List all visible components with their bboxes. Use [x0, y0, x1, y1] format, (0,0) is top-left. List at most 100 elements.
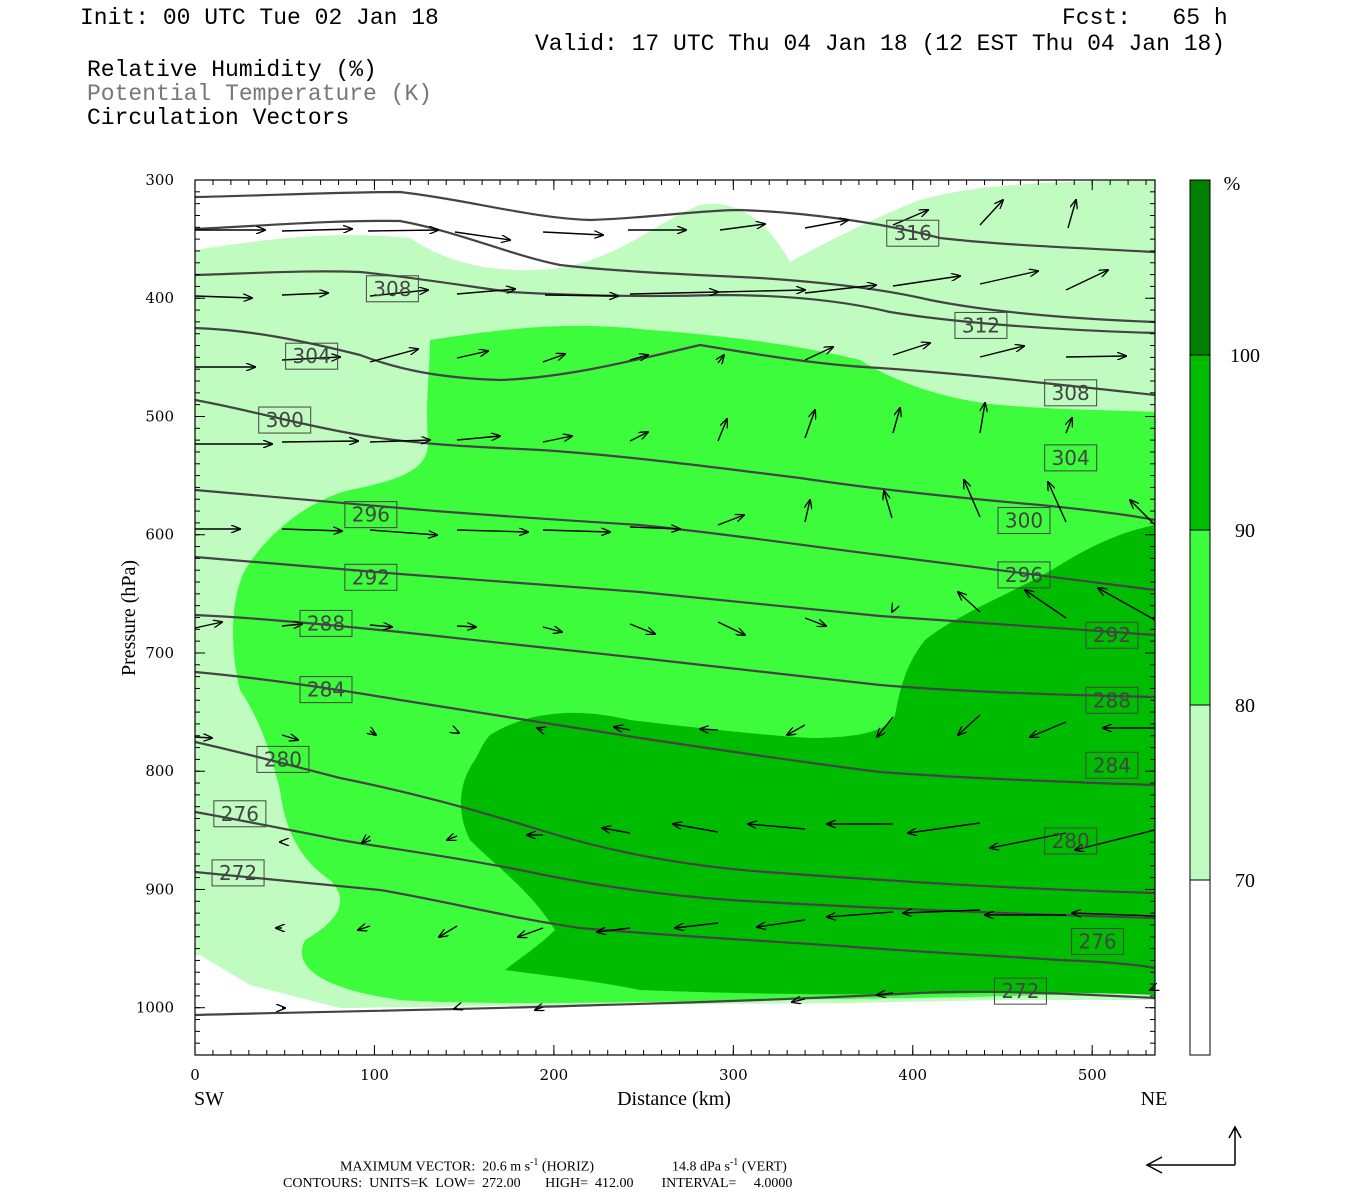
colorbar-level-label: 90 — [1235, 520, 1255, 542]
theta-contour-label: 280 — [1044, 827, 1098, 855]
contour-label-box — [213, 800, 267, 828]
circulation-vector — [358, 926, 371, 930]
circulation-vector — [597, 928, 631, 932]
circulation-vector — [281, 529, 342, 531]
circulation-vector — [884, 491, 893, 519]
contour-label-text: 272 — [219, 861, 257, 885]
x-tick-labels: 0 100 200 300 400 500 — [190, 1066, 1106, 1084]
contour-label-text: 288 — [1093, 688, 1131, 712]
contour-label-box — [1071, 927, 1125, 955]
x-tick-label: 100 — [360, 1066, 389, 1084]
max-vector-vert-value: 14.8 dPa s — [672, 1159, 730, 1175]
contour-label-box — [299, 609, 353, 637]
contour-label-box — [258, 406, 312, 434]
contour-label-box — [1085, 686, 1139, 714]
circulation-vector — [281, 441, 358, 442]
theta-contour-label: 308 — [1044, 379, 1098, 407]
colorbar-segment-90 — [1190, 355, 1210, 530]
colorbar-level-label: 80 — [1235, 695, 1255, 717]
max-vector-vert-label: (VERT) — [738, 1159, 787, 1175]
circulation-vector — [787, 724, 806, 735]
circulation-vector — [369, 349, 418, 363]
circulation-vector — [804, 617, 826, 626]
contour-label-text: 296 — [1005, 563, 1043, 587]
y-tick-label: 900 — [145, 880, 174, 898]
contour-label-box — [344, 563, 398, 591]
circulation-vector — [456, 436, 500, 440]
circulation-vector — [979, 271, 1038, 285]
legend-circulation-vectors: Circulation Vectors — [87, 105, 350, 131]
circulation-vector — [804, 410, 815, 439]
theta-contour-label: 292 — [1085, 621, 1139, 649]
circulation-vector — [542, 232, 603, 235]
circulation-vector — [964, 480, 981, 518]
y-tick-label: 400 — [145, 289, 174, 307]
circulation-vector — [447, 836, 458, 840]
contour-label-text: 300 — [1005, 509, 1043, 533]
circulation-vector — [1098, 588, 1156, 621]
contour-label-text: 276 — [221, 802, 259, 826]
reference-vector-icon — [1145, 1125, 1242, 1174]
rh-fill-layer — [195, 180, 1155, 1055]
theta-contour-label: 316 — [886, 219, 940, 247]
theta-contour-label: 296 — [997, 561, 1051, 589]
contour-label-box — [1044, 827, 1098, 855]
x-right-endpoint-label: NE — [1141, 1088, 1168, 1110]
theta-contour-line — [195, 326, 1155, 397]
theta-contour-line — [195, 740, 1155, 895]
circulation-vector — [1072, 913, 1156, 916]
circulation-vector — [792, 999, 806, 1002]
circulation-vector — [700, 729, 719, 730]
circulation-vector — [719, 224, 765, 231]
circulation-vector — [958, 592, 981, 613]
theta-contour-line — [195, 270, 1155, 335]
theta-contour-label: 272 — [211, 859, 265, 887]
contour-label-box — [211, 859, 265, 887]
circulation-vector — [281, 735, 298, 740]
contour-label-box — [285, 342, 339, 370]
circulation-vector — [542, 530, 610, 532]
circulation-vector — [1066, 418, 1072, 434]
legend-relative-humidity: Relative Humidity (%) — [87, 57, 377, 83]
max-vector-vert-unit-exponent: -1 — [729, 1157, 739, 1168]
theta-contour-line — [195, 219, 1155, 324]
circulation-vector — [805, 500, 810, 523]
circulation-vector — [1048, 482, 1067, 523]
circulation-vector — [804, 285, 876, 294]
circulation-vector — [903, 910, 981, 913]
contour-label-text: 284 — [307, 678, 345, 702]
maximum-vector-note: MAXIMUM VECTOR: 20.6 m s-1 (HORIZ) 14.8 d… — [340, 1157, 787, 1176]
contour-label-text: 276 — [1078, 929, 1116, 953]
circulation-vector — [281, 357, 340, 360]
theta-contour-line — [195, 990, 1155, 1017]
y-axis-title: Pressure (hPa) — [118, 560, 140, 676]
theta-contour-line — [195, 613, 1155, 699]
colorbar-level-label: 100 — [1230, 345, 1260, 367]
max-vector-horiz-unit-exponent: -1 — [530, 1157, 539, 1168]
contour-label-box — [344, 501, 398, 529]
circulation-vector — [456, 289, 515, 295]
contour-label-box — [886, 219, 940, 247]
circulation-vector — [629, 355, 648, 360]
colorbar-segment-80 — [1190, 530, 1210, 705]
circulation-vector — [537, 728, 543, 730]
circulation-vector — [370, 731, 376, 735]
circulation-vector — [1065, 356, 1126, 357]
theta-contour-label: 300 — [258, 406, 312, 434]
theta-contour-label: 284 — [299, 676, 353, 704]
circulation-vector — [1065, 270, 1108, 291]
axes — [194, 179, 1156, 1056]
theta-contour-line — [195, 870, 1155, 970]
circulation-vector — [456, 626, 476, 627]
circulation-vector — [804, 220, 848, 229]
y-tick-label: 800 — [145, 762, 174, 780]
theta-contour-label: 284 — [1085, 751, 1139, 779]
colorbar-segment-below-70 — [1190, 880, 1210, 1055]
colorbar-segment-70 — [1190, 705, 1210, 880]
legend-potential-temperature: Potential Temperature (K) — [87, 81, 433, 107]
circulation-vector — [675, 922, 719, 928]
circulation-vector — [281, 624, 302, 626]
circulation-vector — [958, 714, 981, 735]
circulation-vector — [827, 911, 894, 917]
